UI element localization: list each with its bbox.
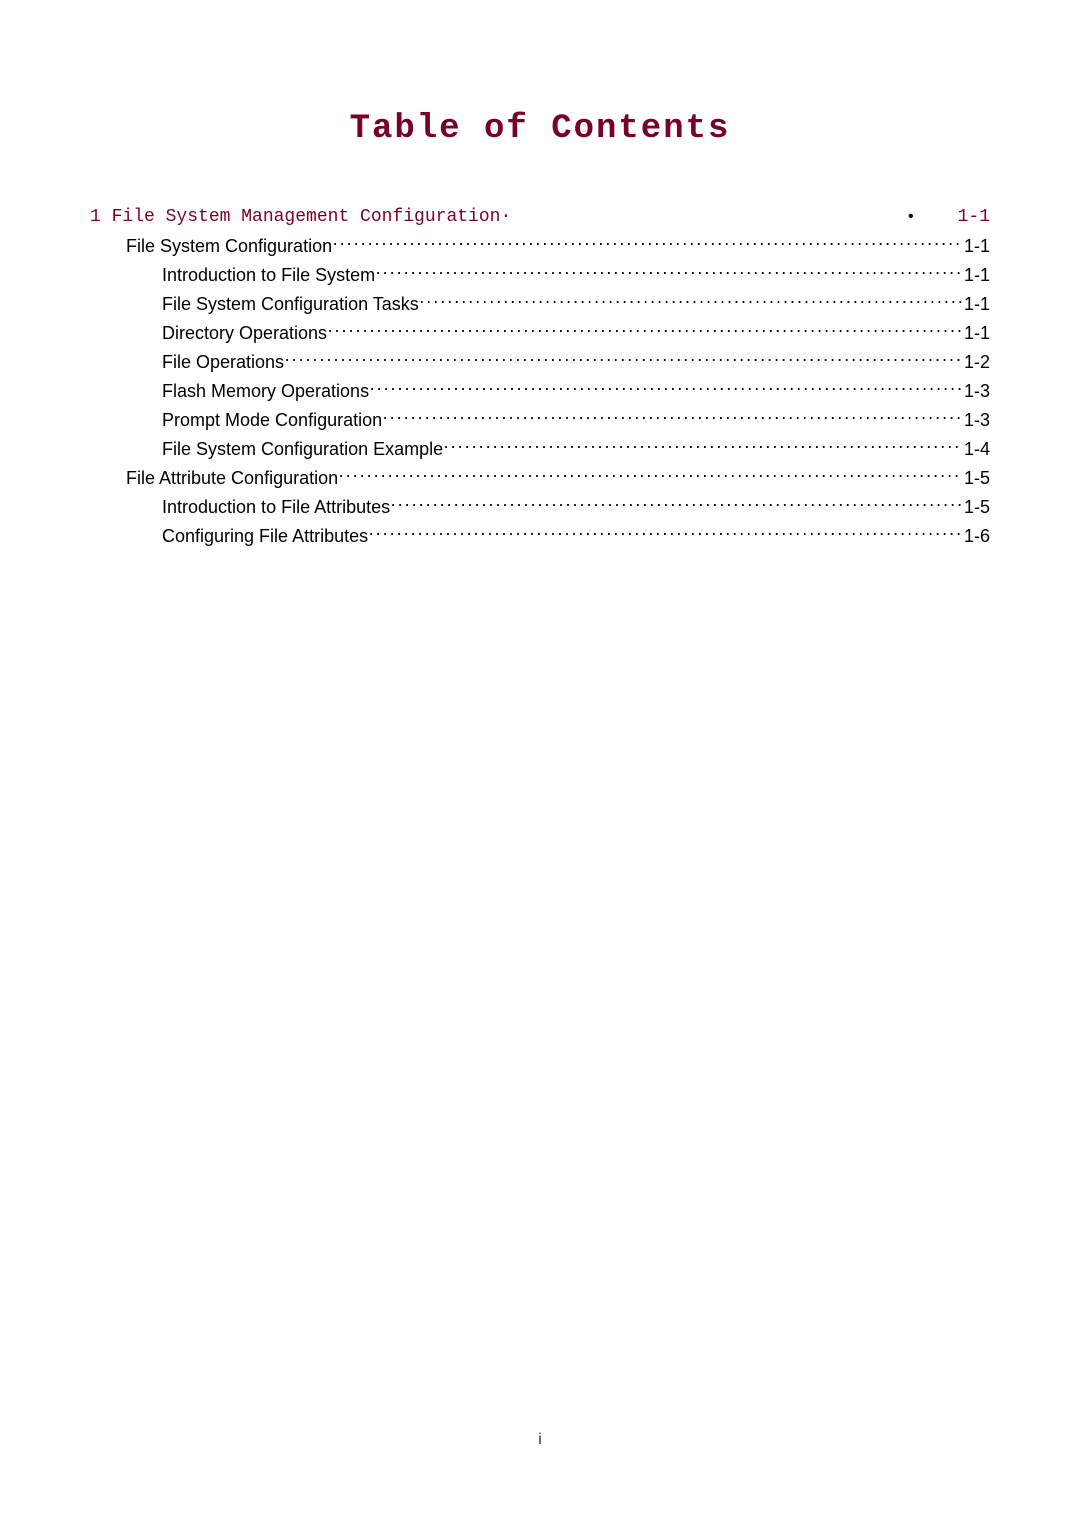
toc-leader <box>382 408 962 426</box>
toc-leader <box>369 379 962 397</box>
toc-leader <box>327 321 962 339</box>
toc-entry-label: Configuring File Attributes <box>162 527 368 545</box>
toc-entry[interactable]: File System Configuration Example 1-4 <box>90 437 990 458</box>
toc-entry-page: 1-5 <box>962 469 990 487</box>
toc-entry-label: File System Configuration Example <box>162 440 443 458</box>
toc-leader <box>443 437 962 455</box>
bullet-icon: • <box>908 209 920 225</box>
toc-entry-label: Directory Operations <box>162 324 327 342</box>
toc-entry-label: File Operations <box>162 353 284 371</box>
toc-entry-label: File Attribute Configuration <box>126 469 338 487</box>
toc-entry[interactable]: Introduction to File Attributes 1-5 <box>90 495 990 516</box>
toc-leader <box>368 524 962 542</box>
toc-entry[interactable]: Flash Memory Operations 1-3 <box>90 379 990 400</box>
toc-entry-page: 1-3 <box>962 411 990 429</box>
toc-entry-page: 1-1 <box>962 295 990 313</box>
toc-leader <box>390 495 962 513</box>
toc-leader <box>338 466 962 484</box>
toc-entry-page: 1-4 <box>962 440 990 458</box>
toc-entry[interactable]: Configuring File Attributes 1-6 <box>90 524 990 545</box>
table-of-contents: 1 File System Management Configuration· … <box>90 203 990 545</box>
toc-entry-label: Flash Memory Operations <box>162 382 369 400</box>
toc-entry-chapter[interactable]: 1 File System Management Configuration· … <box>90 203 990 226</box>
document-page: Table of Contents 1 File System Manageme… <box>0 0 1080 1527</box>
toc-entry[interactable]: File System Configuration 1-1 <box>90 234 990 255</box>
toc-entry-page: 1-3 <box>962 382 990 400</box>
toc-entry-page: 1-1 <box>962 324 990 342</box>
toc-leader <box>375 263 962 281</box>
toc-entry-label: Introduction to File Attributes <box>162 498 390 516</box>
toc-entry-page: 1-6 <box>962 527 990 545</box>
toc-entry-page: 1-2 <box>962 353 990 371</box>
toc-entry-label: Introduction to File System <box>162 266 375 284</box>
toc-leader <box>419 292 962 310</box>
page-number-footer: i <box>0 1431 1080 1449</box>
toc-entry[interactable]: Prompt Mode Configuration 1-3 <box>90 408 990 429</box>
toc-entry[interactable]: File Operations 1-2 <box>90 350 990 371</box>
toc-entry-page: 1-1 <box>962 237 990 255</box>
toc-leader <box>511 203 908 221</box>
toc-entry-label: Prompt Mode Configuration <box>162 411 382 429</box>
toc-entry-label: File System Configuration Tasks <box>162 295 419 313</box>
toc-entry[interactable]: Directory Operations 1-1 <box>90 321 990 342</box>
toc-entry-page: 1-1 <box>962 266 990 284</box>
document-title: Table of Contents <box>90 110 990 148</box>
toc-leader <box>284 350 962 368</box>
toc-entry-label: File System Configuration <box>126 237 332 255</box>
toc-entry-page: 1-5 <box>962 498 990 516</box>
toc-entry[interactable]: File Attribute Configuration 1-5 <box>90 466 990 487</box>
toc-entry-page: 1-1 <box>920 208 990 226</box>
toc-leader <box>332 234 962 252</box>
toc-entry[interactable]: Introduction to File System 1-1 <box>90 263 990 284</box>
toc-entry-label: 1 File System Management Configuration· <box>90 208 511 226</box>
toc-entry[interactable]: File System Configuration Tasks 1-1 <box>90 292 990 313</box>
